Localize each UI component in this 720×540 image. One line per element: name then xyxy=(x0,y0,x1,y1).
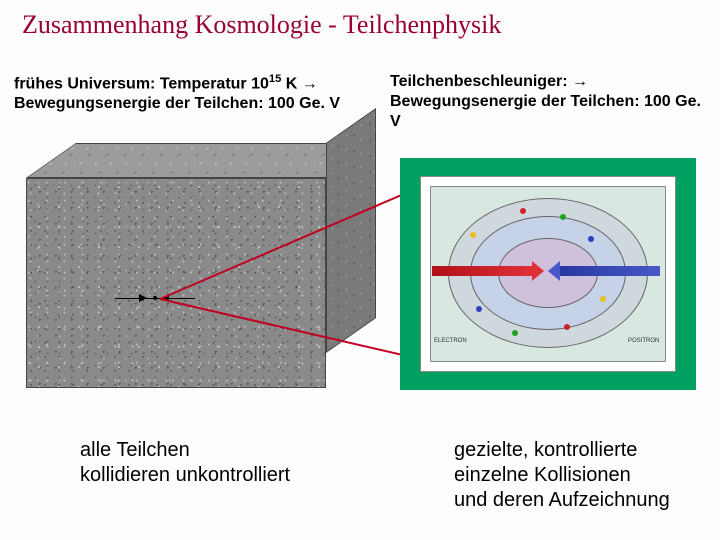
box-side-face xyxy=(326,108,376,353)
left-heading: frühes Universum: Temperatur 1015 K →Bew… xyxy=(14,72,374,114)
left-caption: alle Teilchen kollidieren unkontrolliert xyxy=(80,438,380,488)
particle-dot xyxy=(588,236,594,242)
electron-beam xyxy=(432,266,532,276)
box-top-face xyxy=(26,143,376,178)
particle-dot xyxy=(520,208,526,214)
box-front-face xyxy=(26,178,326,388)
collision-point-icon xyxy=(153,296,157,300)
particle-dot xyxy=(564,324,570,330)
slide: { "title": { "text": "Zusammenhang Kosmo… xyxy=(0,0,720,540)
particle-dot xyxy=(560,214,566,220)
particle-dot xyxy=(476,306,482,312)
right-caption: gezielte, kontrollierte einzelne Kollisi… xyxy=(454,438,720,513)
positron-label: POSITRON xyxy=(628,338,659,344)
collision-arrow-right-icon xyxy=(139,294,147,302)
particle-dot xyxy=(512,330,518,336)
particle-dot xyxy=(470,232,476,238)
positron-beam xyxy=(560,266,660,276)
slide-title: Zusammenhang Kosmologie - Teilchenphysik xyxy=(22,10,501,40)
right-heading: Teilchenbeschleuniger: →Bewegungsenergie… xyxy=(390,72,712,132)
electron-label: ELECTRON xyxy=(434,338,467,344)
particle-dot xyxy=(600,296,606,302)
